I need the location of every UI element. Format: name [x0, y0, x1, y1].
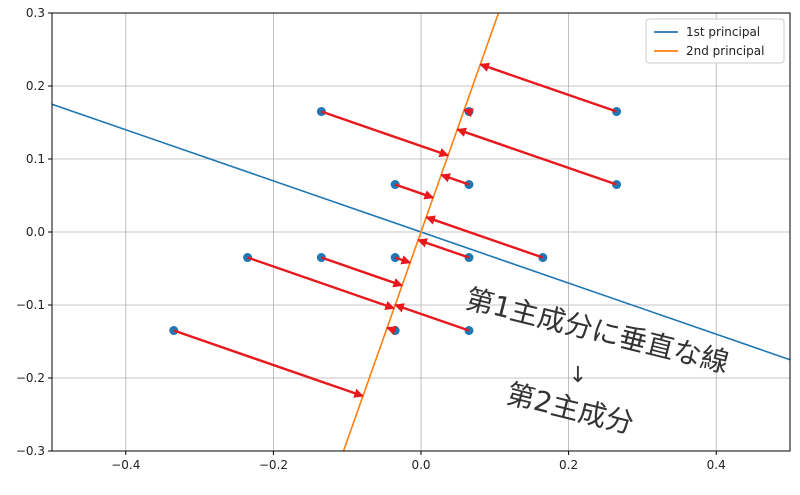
projection-arrow: [479, 62, 617, 113]
projection-arrow: [394, 183, 435, 200]
projection-arrow: [394, 255, 412, 265]
x-tick-label: 0.2: [559, 458, 578, 472]
plot-frame: [51, 12, 791, 452]
projection-arrow: [320, 110, 449, 158]
projection-arrow: [456, 127, 617, 186]
y-tick-label: −0.2: [16, 371, 45, 385]
projection-arrow: [417, 238, 470, 259]
projection-arrow: [320, 256, 404, 288]
projection-arrow: [440, 173, 470, 186]
legend-label: 2nd principal: [686, 44, 764, 58]
annotation: ↓: [569, 363, 587, 388]
projection-arrow: [425, 215, 544, 259]
y-tick-label: 0.3: [26, 6, 45, 20]
legend-box: [645, 18, 785, 64]
projection-arrow: [173, 329, 364, 398]
y-tick-label: −0.3: [16, 444, 45, 458]
y-tick-label: −0.1: [16, 298, 45, 312]
projection-arrow: [463, 108, 474, 118]
principal-line: [342, 13, 500, 451]
annotation: 第1主成分に垂直な線: [462, 282, 732, 379]
x-tick-label: 0.4: [707, 458, 726, 472]
y-tick-label: 0.2: [26, 79, 45, 93]
projection-arrow: [386, 326, 397, 336]
legend-label: 1st principal: [686, 25, 760, 39]
y-tick-label: 0.0: [26, 225, 45, 239]
x-tick-label: −0.4: [111, 458, 140, 472]
projection-arrow: [247, 256, 395, 310]
y-tick-label: 0.1: [26, 152, 45, 166]
projection-arrow: [394, 303, 470, 332]
x-tick-label: −0.2: [259, 458, 288, 472]
x-tick-label: 0.0: [411, 458, 430, 472]
